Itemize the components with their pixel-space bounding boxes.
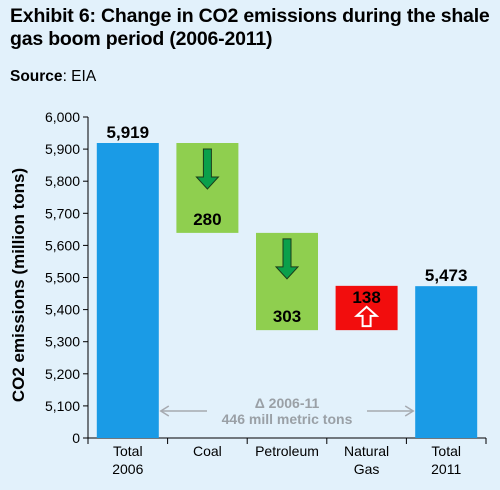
data-label: 303 [273,307,301,326]
data-label: 280 [193,210,221,229]
delta-arrow-left-head [159,405,170,417]
bar-total-2006 [96,143,159,438]
y-tick-label: 5,700 [45,205,80,221]
y-tick-label: 5,200 [45,366,80,382]
data-label: 138 [352,288,380,307]
delta-label-line2: 446 mill metric tons [222,411,353,427]
data-label: 5,473 [425,266,468,285]
delta-arrow-right-head [404,405,415,417]
y-tick-label: 5,500 [45,270,80,286]
x-category-label: Natural Gas [344,443,389,477]
y-axis-title: CO2 emissions (million tons) [9,168,28,402]
delta-label-line1: Δ 2006-11 [255,395,320,411]
source-value: : EIA [62,68,97,85]
x-category-label: Total 2011 [431,443,461,477]
delta-label-bg [207,394,367,428]
x-category-label: Coal [193,443,222,459]
down-arrow-icon [195,148,220,190]
y-tick-label: 5,400 [45,302,80,318]
x-category-label: Petroleum [255,443,319,459]
down-arrow-icon [274,238,300,280]
up-arrow-icon [353,305,380,328]
y-tick-label: 5,600 [45,237,80,253]
y-tick-label: 6,000 [45,109,80,125]
source-label: Source [10,68,63,85]
chart-title: Exhibit 6: Change in CO2 emissions durin… [10,5,490,50]
y-tick-label: 5,100 [45,398,80,414]
chart-source: Source: EIA [10,68,96,86]
y-tick-label: 5,900 [45,141,80,157]
x-category-label: Total 2006 [112,443,143,477]
y-tick-label: 0 [72,430,80,446]
bar-total-2011 [415,286,478,438]
y-tick-label: 5,800 [45,173,80,189]
data-label: 5,919 [107,123,150,142]
y-tick-label: 5,300 [45,334,80,350]
